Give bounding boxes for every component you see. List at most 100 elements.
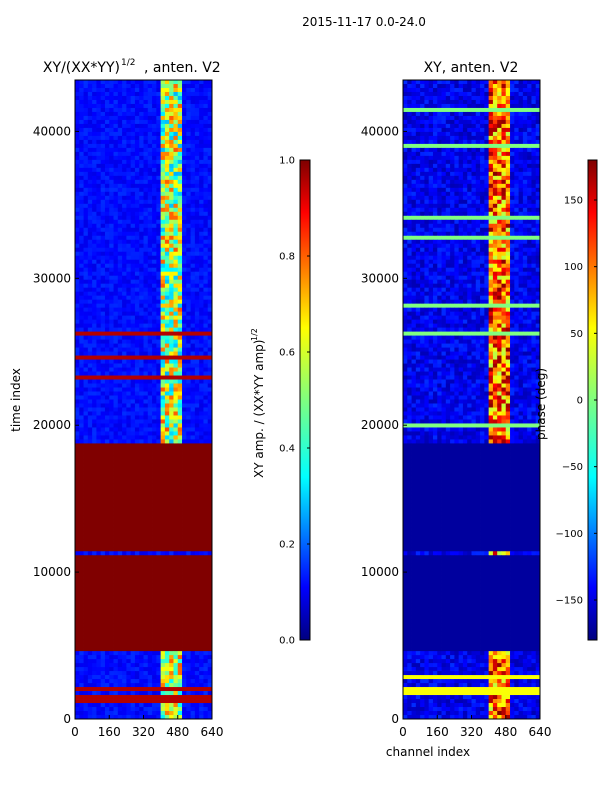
heatmap-cell (199, 495, 204, 500)
heatmap-cell (104, 519, 110, 524)
heatmap-cell (143, 227, 149, 233)
heatmap-cell (160, 279, 166, 285)
heatmap-cell (207, 619, 213, 624)
heatmap-cell (126, 383, 132, 388)
heatmap-cell (199, 695, 204, 700)
heatmap-cell (143, 131, 149, 137)
heatmap-cell (83, 687, 89, 692)
heatmap-cell (160, 139, 166, 145)
heatmap-cell (194, 683, 200, 688)
heatmap-cell (199, 131, 204, 137)
heatmap-cell (143, 87, 149, 93)
heatmap-cell (143, 111, 149, 117)
heatmap-cell (134, 539, 140, 544)
heatmap-cell (177, 203, 183, 209)
heatmap-cell (79, 671, 84, 676)
heatmap-cell (104, 303, 110, 309)
heatmap-cell (164, 83, 170, 89)
heatmap-cell (186, 611, 191, 616)
heatmap-cell (96, 435, 102, 440)
heatmap-cell (109, 591, 114, 596)
heatmap-cell (177, 699, 183, 704)
heatmap-cell (100, 423, 106, 428)
heatmap-cell (79, 271, 84, 277)
heatmap-cell (143, 191, 149, 197)
heatmap-cell (139, 87, 144, 93)
heatmap-cell (160, 91, 166, 97)
heatmap-cell (182, 235, 187, 241)
heatmap-cell (199, 167, 204, 173)
heatmap-cell (156, 443, 162, 448)
heatmap-cell (190, 627, 196, 632)
heatmap-cell (83, 503, 89, 508)
heatmap-cell (100, 315, 106, 321)
heatmap-cell (83, 423, 89, 428)
heatmap-cell (199, 535, 204, 540)
heatmap-cell (152, 491, 157, 496)
heatmap-cell (126, 471, 132, 476)
heatmap-cell (122, 187, 127, 193)
heatmap-cell (75, 367, 80, 372)
heatmap-cell (169, 315, 174, 321)
heatmap-cell (134, 415, 140, 420)
heatmap-cell (177, 391, 183, 396)
heatmap-cell (113, 331, 119, 336)
heatmap-cell (104, 135, 110, 141)
heatmap-cell (87, 139, 93, 145)
heatmap-cell (147, 631, 153, 636)
heatmap-cell (126, 295, 132, 301)
heatmap-cell (79, 499, 84, 504)
heatmap-cell (117, 111, 123, 117)
heatmap-cell (92, 99, 97, 105)
heatmap-cell (100, 151, 106, 157)
heatmap-cell (169, 331, 174, 336)
heatmap-cell (203, 543, 209, 548)
heatmap-cell (113, 607, 119, 612)
heatmap-cell (190, 439, 196, 444)
heatmap-cell (113, 479, 119, 484)
heatmap-cell (134, 227, 140, 233)
heatmap-cell (134, 283, 140, 289)
heatmap-cell (104, 295, 110, 301)
heatmap-cell (182, 527, 187, 532)
heatmap-cell (169, 479, 174, 484)
heatmap-cell (113, 455, 119, 460)
heatmap-cell (190, 179, 196, 185)
heatmap-cell (160, 547, 166, 552)
heatmap-cell (92, 159, 97, 165)
heatmap-cell (143, 419, 149, 424)
heatmap-cell (113, 631, 119, 636)
heatmap-cell (126, 659, 132, 664)
heatmap-cell (92, 379, 97, 384)
heatmap-cell (87, 307, 93, 313)
heatmap-cell (156, 575, 162, 580)
heatmap-cell (169, 243, 174, 249)
heatmap-cell (190, 443, 196, 448)
heatmap-cell (152, 83, 157, 89)
heatmap-cell (104, 155, 110, 161)
heatmap-cell (96, 499, 102, 504)
heatmap-cell (134, 467, 140, 472)
heatmap-cell (203, 335, 209, 340)
heatmap-cell (75, 179, 80, 185)
heatmap-cell (122, 359, 127, 364)
heatmap-cell (100, 263, 106, 269)
heatmap-cell (122, 179, 127, 185)
heatmap-cell (117, 691, 123, 696)
heatmap-cell (156, 339, 162, 344)
heatmap-cell (92, 411, 97, 416)
heatmap-cell (173, 407, 179, 412)
heatmap-cell (87, 135, 93, 141)
heatmap-cell (117, 123, 123, 129)
heatmap-cell (79, 115, 84, 121)
heatmap-cell (169, 603, 174, 608)
heatmap-cell (152, 351, 157, 356)
heatmap-cell (169, 211, 174, 217)
heatmap-cell (203, 459, 209, 464)
heatmap-cell (207, 435, 213, 440)
heatmap-cell (92, 283, 97, 289)
heatmap-cell (147, 459, 153, 464)
heatmap-cell (182, 215, 187, 221)
heatmap-cell (130, 651, 136, 656)
heatmap-cell (203, 471, 209, 476)
